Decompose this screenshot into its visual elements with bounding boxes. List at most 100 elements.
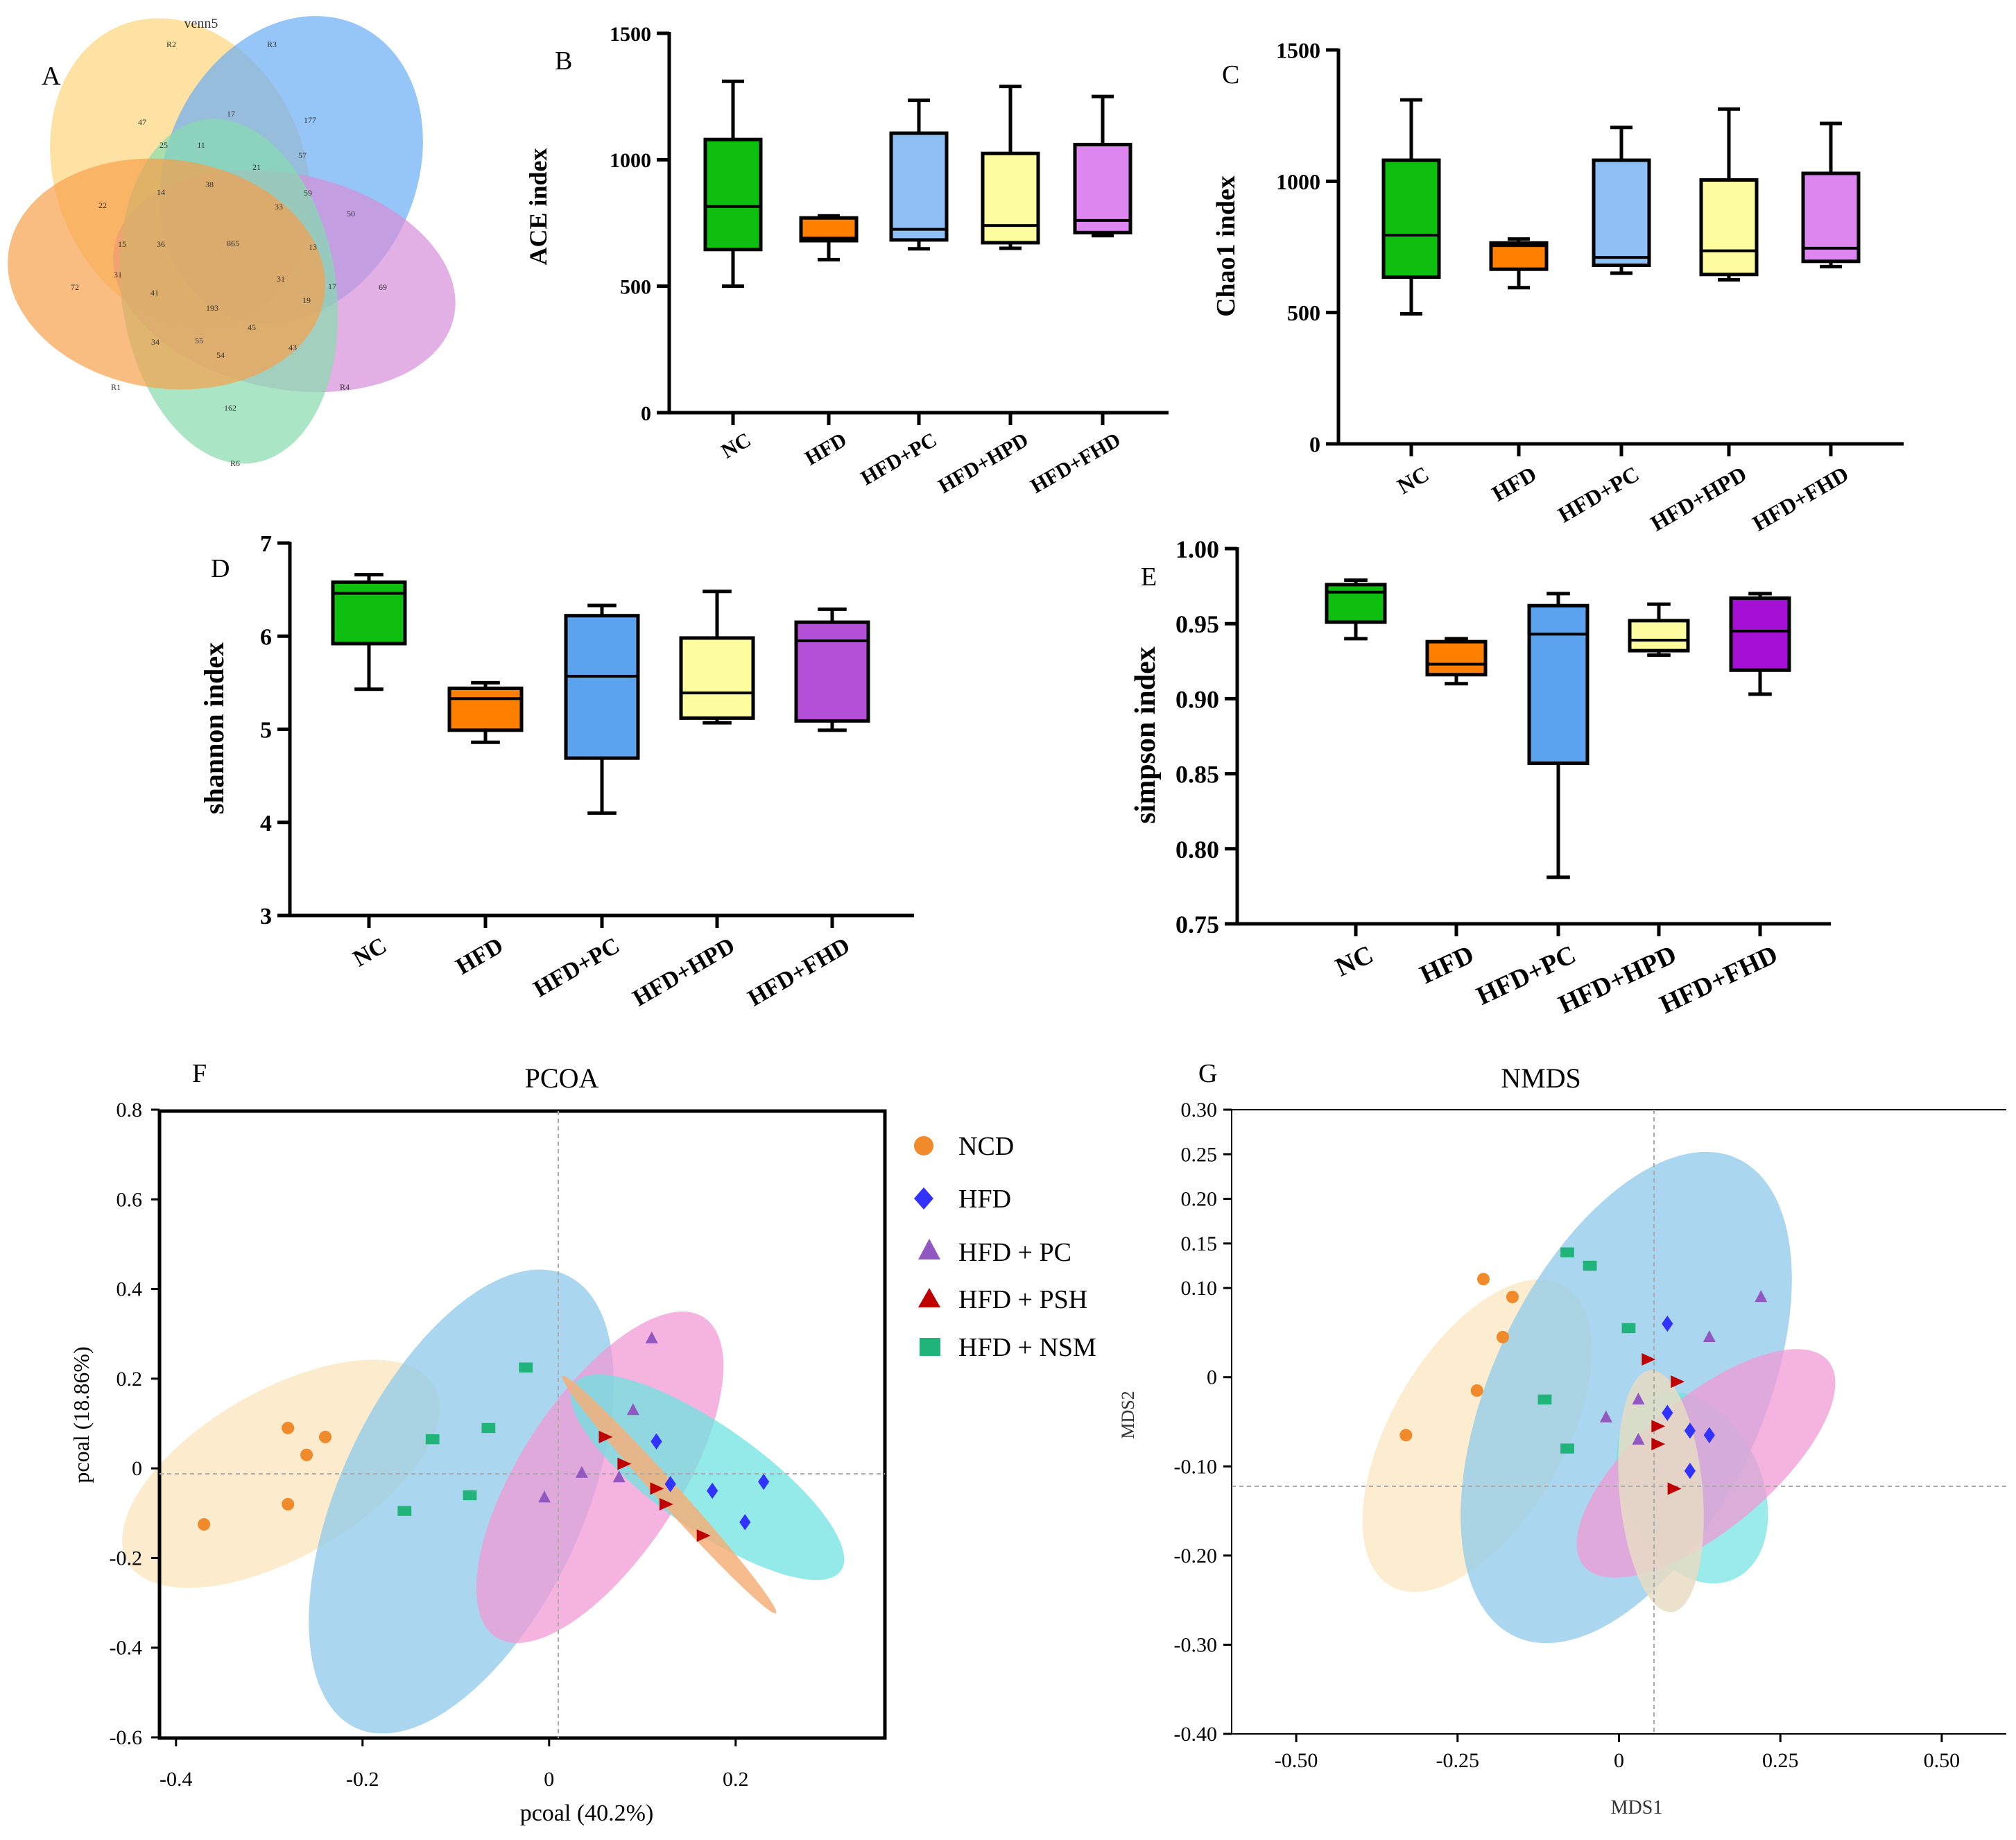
nmds-ellipse-psh [1618, 1370, 1704, 1613]
y-axis-label: simpson index [1130, 646, 1162, 824]
venn-count: 34 [151, 337, 160, 347]
x-tick-label: 0.50 [1924, 1749, 1961, 1772]
y-tick-label: 0.6 [117, 1188, 143, 1211]
y-tick-label: 4 [260, 811, 272, 836]
point-hfd [1703, 1427, 1715, 1443]
panel-a: A venn5 R2 R3 R4 R1 R6 47 17 177 25 11 2… [8, 16, 456, 468]
point-hfd-pc [645, 1331, 658, 1343]
box [889, 131, 949, 242]
x-tick-label: HFD+FHD [1748, 461, 1853, 536]
pcoa-ylabel: pcoal (18.86%) [69, 1346, 94, 1483]
panel-label-e: E [1141, 562, 1157, 592]
point-hfd [651, 1433, 662, 1450]
venn-set-label-r3: R3 [267, 40, 277, 49]
box [981, 151, 1040, 245]
pcoa-ellipse-nsm [309, 1269, 614, 1734]
venn-count: 38 [205, 180, 214, 189]
y-tick-label: 500 [620, 275, 651, 298]
point-ncd [282, 1497, 295, 1511]
venn-count: 162 [224, 403, 236, 413]
point-hfd-nsm [1537, 1394, 1552, 1405]
point-hfd [664, 1476, 676, 1493]
point-hfd-psh [598, 1430, 613, 1443]
y-tick-label: 1000 [610, 149, 651, 172]
box [1699, 178, 1759, 277]
nmds-xlabel: MDS1 [1611, 1797, 1663, 1818]
venn-set-label-r2: R2 [166, 40, 176, 49]
x-tick-label: 0 [1614, 1749, 1624, 1772]
legend-hfd-marker [914, 1187, 933, 1210]
panel-b: B 0 500 1000 1500 ACE index NC HFD HFD+PCHFD+HP… [524, 23, 1169, 498]
point-hfd-psh [617, 1457, 632, 1470]
point-ncd [1399, 1429, 1413, 1442]
point-hfd-psh [650, 1482, 664, 1495]
point-hfd-nsm [397, 1506, 412, 1516]
point-hfd-pc [612, 1470, 626, 1483]
y-tick-label: -0.40 [1174, 1723, 1218, 1746]
panel-f: F PCOA pcoal (40.2%) pcoal (18.86%) -0.4… [69, 1059, 887, 1826]
venn-count: 15 [118, 239, 126, 249]
box [1729, 596, 1791, 672]
point-hfd-psh [1642, 1353, 1656, 1366]
box [1801, 171, 1861, 264]
point-ncd [1496, 1330, 1509, 1343]
x-tick-label: -0.2 [346, 1768, 379, 1791]
y-tick-label: 1000 [1276, 169, 1320, 194]
venn-count: 21 [252, 162, 261, 172]
y-tick-label: 0.75 [1175, 911, 1219, 938]
point-ncd [300, 1448, 313, 1461]
y-tick-label: 0.95 [1175, 610, 1219, 638]
y-axis-label: ACE index [524, 148, 552, 265]
box [447, 686, 524, 732]
venn-count: 193 [206, 303, 218, 313]
y-tick-label: 0 [641, 402, 651, 425]
point-hfd-pc [538, 1490, 551, 1503]
y-axis-label: Chao1 index [1212, 175, 1241, 317]
point-hfd-nsm [1560, 1247, 1574, 1257]
y-tick-label: 3 [260, 904, 272, 929]
x-tick-label: HFD+PC [1553, 461, 1643, 527]
y-tick-label: -0.20 [1174, 1545, 1218, 1567]
point-hfd-pc [1632, 1392, 1645, 1405]
y-tick-label: -0.2 [110, 1547, 143, 1570]
pcoa-frame [157, 1109, 887, 1740]
pcoa-ellipse-hfd [570, 1374, 845, 1581]
y-tick-label: 0.15 [1181, 1232, 1218, 1255]
y-tick-label: 1500 [610, 23, 651, 46]
venn-count: 25 [160, 140, 168, 150]
venn-count: 865 [227, 239, 239, 248]
x-tick-label: 0 [544, 1768, 554, 1791]
nmds-ylabel: MDS2 [1118, 1391, 1138, 1438]
point-hfd-psh [1651, 1420, 1666, 1433]
box [794, 620, 870, 723]
x-tick-label: HFD+FHD [1655, 940, 1782, 1020]
point-ncd [319, 1430, 331, 1443]
panel-d: D 3 4 5 6 7 shannon index NC HFD HFD+PC HFD+HPD HF… [198, 531, 914, 1011]
y-tick-label: 0.85 [1175, 761, 1219, 789]
y-tick-label: 0.8 [117, 1099, 143, 1121]
point-hfd-nsm [1560, 1443, 1574, 1454]
box [1073, 142, 1132, 234]
box [1381, 158, 1441, 280]
point-hfd [1662, 1404, 1673, 1421]
y-tick-label: -0.10 [1174, 1455, 1218, 1478]
point-hfd [1662, 1315, 1673, 1332]
x-tick-label: HFD+HPD [935, 428, 1033, 497]
x-tick-label: NC [349, 933, 391, 972]
legend-nsm-marker [920, 1338, 940, 1356]
venn-count: 47 [138, 117, 146, 127]
point-hfd-pc [1599, 1410, 1612, 1422]
x-tick-label: HFD [1488, 461, 1540, 506]
y-tick-label: 0 [1309, 432, 1320, 457]
x-tick-label: HFD+FHD [1027, 428, 1125, 497]
x-tick-label: HFD+PC [529, 933, 624, 1002]
legend-pc-marker [918, 1239, 940, 1259]
x-tick-label: NC [1393, 461, 1433, 499]
point-ncd [198, 1517, 211, 1531]
venn-set-label-r1: R1 [111, 382, 121, 392]
point-ncd [1470, 1384, 1483, 1397]
panel-label-d: D [211, 554, 230, 583]
venn-count: 31 [277, 274, 285, 284]
venn-count: 43 [288, 343, 297, 352]
legend-hfd-label: HFD [958, 1185, 1011, 1214]
